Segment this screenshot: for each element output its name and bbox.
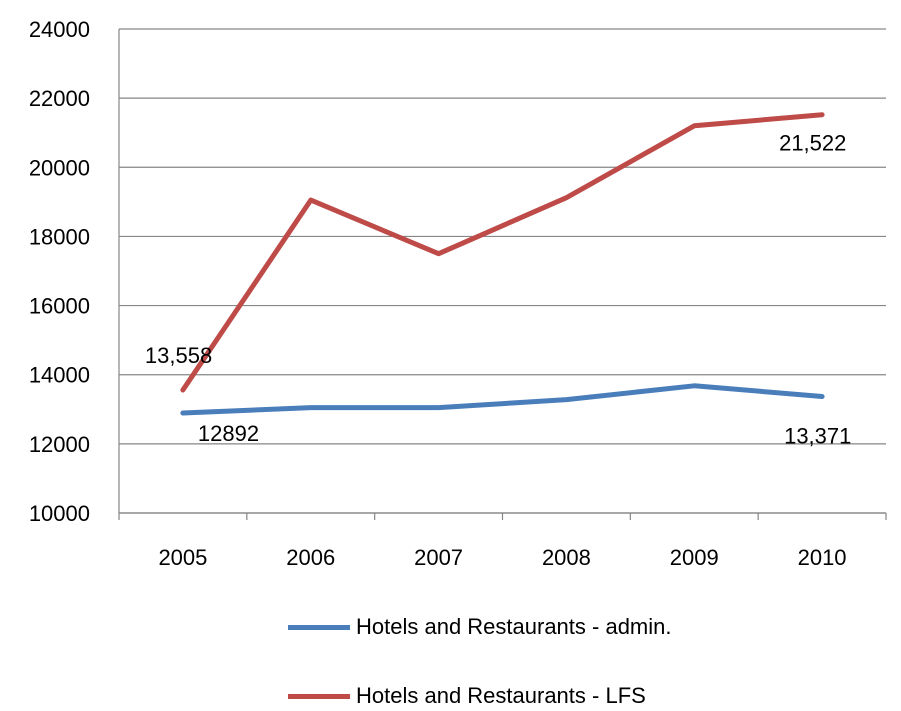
x-tick-label-2006: 2006 xyxy=(286,545,335,570)
y-tick-label-18000: 18000 xyxy=(29,224,90,249)
line-chart-plot: 10000 12000 14000 16000 18000 20000 22000 24000… xyxy=(29,17,887,570)
legend-swatch-admin xyxy=(288,624,350,630)
y-tick-label-16000: 16000 xyxy=(29,294,90,319)
y-tick-label-22000: 22000 xyxy=(29,86,90,111)
x-tick-label-2008: 2008 xyxy=(542,545,591,570)
legend-label-lfs: Hotels and Restaurants - LFS xyxy=(356,683,646,708)
x-tick-label-2005: 2005 xyxy=(158,545,207,570)
legend-swatch-lfs xyxy=(288,693,350,699)
y-tick-label-12000: 12000 xyxy=(29,432,90,457)
data-label-s1-5: 21,522 xyxy=(779,131,846,156)
data-label-s0-5: 13,371 xyxy=(784,423,851,448)
legend-item-admin: Hotels and Restaurants - admin. xyxy=(288,614,672,640)
y-tick-label-14000: 14000 xyxy=(29,363,90,388)
y-tick-label-20000: 20000 xyxy=(29,155,90,180)
legend-item-lfs: Hotels and Restaurants - LFS xyxy=(288,683,646,709)
series-line-1 xyxy=(180,112,825,393)
data-label-s0-0: 12892 xyxy=(198,421,259,446)
y-tick-label-24000: 24000 xyxy=(29,17,90,42)
y-tick-label-10000: 10000 xyxy=(29,501,90,526)
x-tick-label-2007: 2007 xyxy=(414,545,463,570)
series-line-0 xyxy=(180,383,825,416)
x-tick-label-2009: 2009 xyxy=(670,545,719,570)
data-label-s1-0: 13,558 xyxy=(145,343,212,368)
x-tick-label-2010: 2010 xyxy=(798,545,847,570)
legend-label-admin: Hotels and Restaurants - admin. xyxy=(356,614,672,639)
